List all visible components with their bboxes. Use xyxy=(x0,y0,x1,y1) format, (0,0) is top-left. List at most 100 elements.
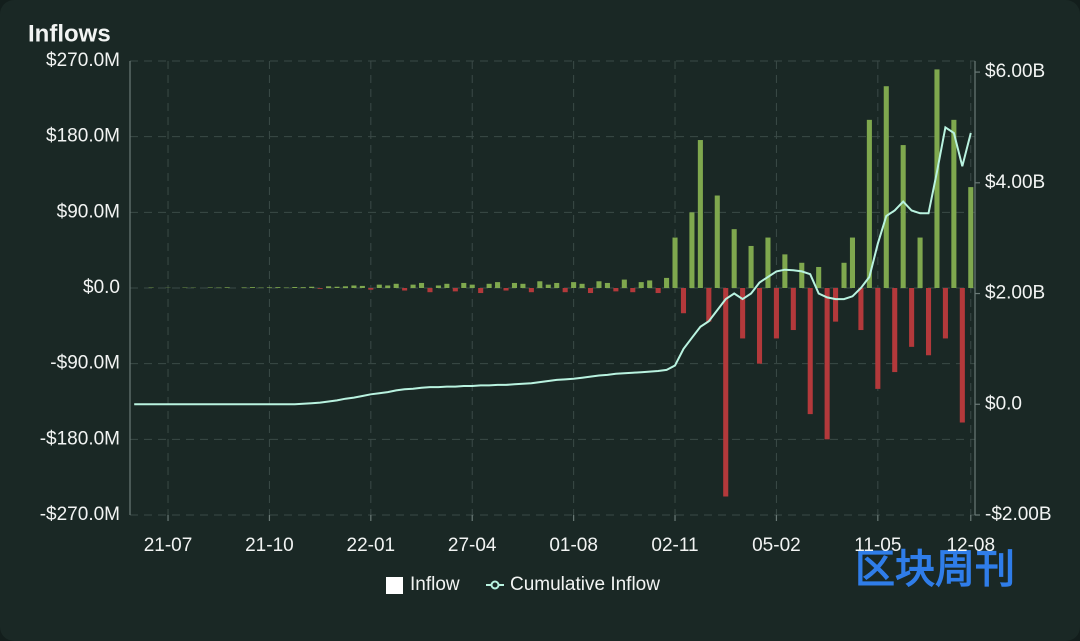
watermark: 区块周刊 xyxy=(855,548,1015,592)
bar xyxy=(816,266,822,288)
bar xyxy=(748,245,754,288)
bar xyxy=(554,282,560,288)
bar xyxy=(647,280,653,288)
bar xyxy=(511,282,518,288)
bar xyxy=(275,287,281,288)
bar xyxy=(587,288,594,294)
y-tick-label: -$180.0M xyxy=(40,428,120,449)
y2-tick-label: $0.0 xyxy=(985,393,1022,414)
bar xyxy=(520,283,526,288)
bar xyxy=(334,286,340,288)
bar xyxy=(672,237,678,288)
x-tick-label: 01-08 xyxy=(549,535,598,556)
y-tick-label: -$90.0M xyxy=(50,353,120,374)
cumulative-line xyxy=(134,125,972,406)
bar xyxy=(545,284,551,288)
bar xyxy=(410,284,416,288)
bar xyxy=(841,262,847,288)
x-tick-label: 05-02 xyxy=(752,535,801,556)
bar xyxy=(292,286,298,288)
bar xyxy=(503,288,509,291)
bar xyxy=(900,145,906,288)
bar xyxy=(756,288,763,364)
bar xyxy=(613,288,619,292)
bar xyxy=(689,212,695,288)
bar xyxy=(731,229,737,288)
x-tick-label: 02-11 xyxy=(651,535,698,556)
bar xyxy=(638,282,644,288)
bar xyxy=(951,119,957,288)
bar xyxy=(697,140,703,288)
chart-title: Inflows xyxy=(28,20,111,47)
bar xyxy=(486,283,492,288)
bar xyxy=(207,287,213,288)
bar xyxy=(858,288,864,331)
bar xyxy=(537,281,543,288)
bar xyxy=(309,286,315,288)
y-tick-label: -$270.0M xyxy=(40,504,120,525)
bar xyxy=(241,287,247,288)
bar xyxy=(824,288,830,440)
bar xyxy=(224,287,230,288)
bar xyxy=(418,282,425,288)
bar xyxy=(478,288,484,294)
bar xyxy=(402,288,408,291)
bar xyxy=(621,279,627,288)
bar xyxy=(385,285,391,288)
bar xyxy=(799,262,805,288)
y2-tick-label: $2.00B xyxy=(985,283,1045,304)
x-tick-label: 12-08 xyxy=(946,535,995,556)
bar xyxy=(452,288,458,292)
bar xyxy=(571,282,577,288)
bar xyxy=(723,288,729,497)
bar xyxy=(883,86,889,288)
bar xyxy=(427,288,433,293)
y-tick-label: $270.0M xyxy=(46,50,120,71)
bar xyxy=(866,119,872,288)
bar xyxy=(934,69,940,288)
bar xyxy=(655,288,661,294)
bar xyxy=(782,254,788,288)
bar xyxy=(740,288,746,339)
bar xyxy=(959,288,965,423)
bar xyxy=(495,282,501,288)
bar xyxy=(283,287,289,288)
bar xyxy=(968,187,974,288)
bar xyxy=(773,288,779,339)
legend-label: Cumulative Inflow xyxy=(510,574,660,595)
bar xyxy=(469,284,475,288)
bar xyxy=(351,285,357,288)
y-tick-label: $0.0 xyxy=(83,277,120,298)
bar xyxy=(790,288,796,331)
bar xyxy=(528,288,534,293)
bar xyxy=(892,288,898,373)
bar xyxy=(706,288,712,322)
y-tick-label: $180.0M xyxy=(46,126,120,147)
bar xyxy=(393,283,399,288)
bar xyxy=(849,237,856,288)
x-tick-label: 11-05 xyxy=(854,535,901,556)
y2-tick-label: $4.00B xyxy=(985,172,1045,193)
bar xyxy=(435,285,441,288)
bar xyxy=(630,288,636,293)
bar xyxy=(596,281,602,288)
bar xyxy=(326,286,332,288)
bar xyxy=(833,288,839,322)
bar xyxy=(664,277,670,288)
bar xyxy=(266,287,272,288)
y-tick-label: $90.0M xyxy=(57,201,120,222)
bar xyxy=(300,287,306,288)
bar xyxy=(368,288,374,290)
bar xyxy=(925,288,932,356)
x-tick-label: 21-10 xyxy=(245,535,294,556)
y2-tick-label: -$2.00B xyxy=(985,504,1052,525)
bar xyxy=(909,288,915,347)
bar xyxy=(807,288,813,415)
bar xyxy=(942,288,948,339)
bar xyxy=(604,282,610,288)
bar xyxy=(444,283,450,288)
bar xyxy=(461,282,467,288)
bar xyxy=(680,288,687,314)
bar xyxy=(342,286,349,288)
